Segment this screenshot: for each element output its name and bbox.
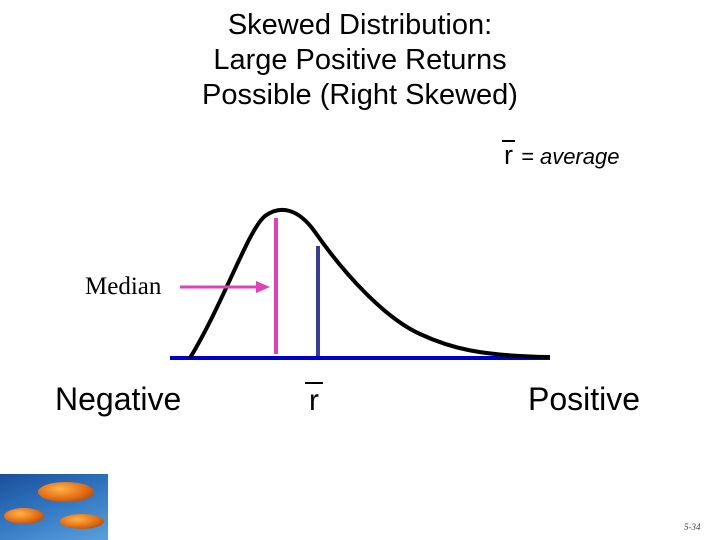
legend-text: = average bbox=[521, 144, 620, 169]
decorative-photo bbox=[0, 474, 108, 540]
title-line-2: Large Positive Returns bbox=[213, 44, 507, 76]
stone-icon bbox=[38, 482, 94, 502]
slide-number: 5-34 bbox=[684, 522, 701, 532]
distribution-curve bbox=[188, 207, 551, 360]
mean-symbol-label: r bbox=[305, 382, 323, 418]
stone-icon bbox=[4, 508, 44, 524]
median-arrow-head bbox=[256, 281, 270, 293]
median-label: Median bbox=[85, 273, 162, 300]
positive-label: Positive bbox=[528, 381, 641, 417]
stone-icon bbox=[60, 514, 104, 529]
slide-title: Skewed Distribution: Large Positive Retu… bbox=[110, 8, 610, 113]
title-line-1: Skewed Distribution: bbox=[227, 9, 493, 41]
r-bar-symbol: r bbox=[502, 140, 515, 170]
mean-legend: r = average bbox=[502, 140, 619, 170]
title-line-3: Possible (Right Skewed) bbox=[202, 79, 518, 111]
negative-label: Negative bbox=[55, 381, 182, 417]
